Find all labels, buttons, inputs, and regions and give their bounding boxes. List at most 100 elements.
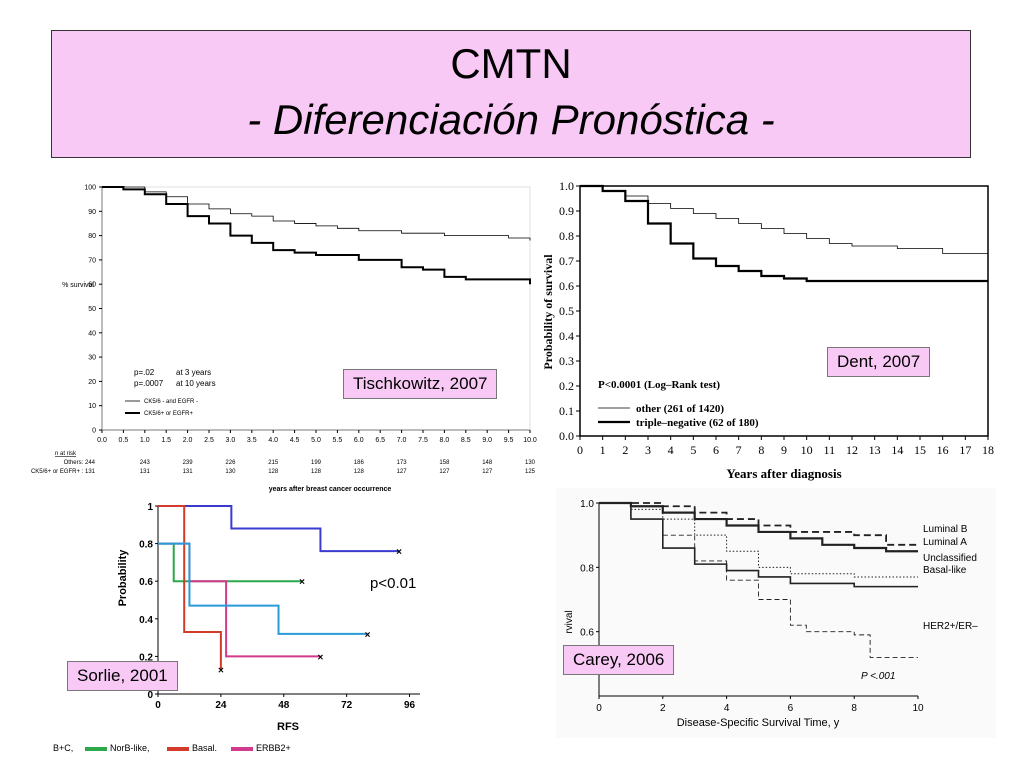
x-tick-label: 6 [713, 443, 719, 457]
survival-curve [158, 505, 222, 670]
y-tick-label: 0.2 [139, 652, 153, 663]
x-tick-label: 1.0 [140, 437, 150, 444]
x-tick-label: 0 [596, 703, 602, 714]
x-tick-label: 5.5 [333, 437, 343, 444]
timepoint-annotation: at 10 years [176, 379, 216, 388]
p-value-annotation: P <.001 [861, 671, 895, 682]
y-axis-label: Probability of survival [541, 254, 555, 370]
x-tick-label: 0 [155, 700, 161, 711]
x-tick-label: 9 [781, 443, 787, 457]
censor-mark: × [299, 577, 305, 588]
x-tick-label: 0.0 [97, 437, 107, 444]
x-tick-label: 10 [801, 443, 813, 457]
x-tick-label: 10 [912, 703, 924, 714]
risk-table-value: 128 [268, 469, 279, 475]
timepoint-annotation: at 3 years [176, 368, 211, 377]
y-tick-label: 0.9 [559, 204, 574, 218]
y-tick-label: 0 [92, 428, 96, 435]
sorlie-chart-svg: 0 0.2 0.4 0.6 0.8 1 0 24 48 72 96 RFS Probability × × ×… [53, 502, 420, 753]
y-tick-label: 0.0 [559, 429, 574, 443]
x-axis-label: Disease-Specific Survival Time, y [677, 717, 840, 729]
x-tick-label: 4 [724, 703, 730, 714]
risk-table-value: 158 [439, 460, 450, 466]
y-tick-label: 50 [88, 306, 96, 313]
carey-chart-svg: 0.6 0.8 1.0 0 2 4 6 8 10 Disease-Specific Surviva… [564, 499, 978, 729]
y-tick-label: 10 [88, 403, 96, 410]
risk-table-value: 215 [268, 460, 279, 466]
x-tick-label: 96 [404, 700, 416, 711]
survival-curve [599, 502, 918, 658]
dent-caption: Dent, 2007 [827, 347, 931, 377]
risk-table-value: 131 [140, 469, 151, 475]
survival-curve [599, 502, 918, 588]
x-tick-label: 2.0 [183, 437, 193, 444]
x-tick-label: 48 [278, 700, 290, 711]
risk-table-value: 243 [140, 460, 151, 466]
x-tick-label: 1 [600, 443, 606, 457]
x-tick-label: 18 [982, 443, 994, 457]
survival-curve [599, 502, 918, 546]
x-tick-label: 8 [758, 443, 764, 457]
y-tick-label: 0.6 [580, 628, 594, 639]
y-tick-label: 1 [147, 502, 153, 513]
x-axis-label: years after breast cancer occurrence [269, 486, 392, 493]
y-tick-label: 0.6 [559, 279, 574, 293]
survival-curve [580, 184, 988, 283]
y-tick-label: 0.7 [559, 254, 574, 268]
x-tick-label: 12 [846, 443, 858, 457]
y-tick-label: 70 [88, 257, 96, 264]
y-tick-label: 1.0 [580, 499, 594, 510]
x-tick-label: 7.0 [397, 437, 407, 444]
x-tick-label: 2 [660, 703, 666, 714]
y-tick-label: 40 [88, 330, 96, 337]
p-value-annotation: p=.0007 [134, 379, 164, 388]
slide-header: CMTN - Diferenciación Pronóstica - [51, 30, 971, 158]
x-tick-label: 2 [622, 443, 628, 457]
p-value-annotation: P<0.0001 (Log–Rank test) [598, 379, 720, 391]
dent-chart-svg: 0.00.10.20.30.40.50.60.70.80.91.00 1 2 3 4 5 6… [541, 179, 994, 481]
y-tick-label: 100 [84, 185, 96, 192]
plot-frame [579, 185, 989, 437]
y-tick-label: 80 [88, 233, 96, 240]
legend-label: triple–negative (62 of 180) [636, 417, 759, 429]
y-tick-label: 20 [88, 379, 96, 386]
legend-label: CK5/6 - and EGFR - [144, 399, 198, 405]
series-label: Basal-like [923, 565, 967, 576]
x-tick-label: 6 [788, 703, 794, 714]
x-tick-label: 6.5 [375, 437, 385, 444]
risk-table-value: 199 [311, 460, 322, 466]
legend-label: ERBB2+ [256, 743, 291, 753]
x-tick-label: 5.0 [311, 437, 321, 444]
series-label: Luminal A [923, 537, 967, 548]
survival-curve [102, 186, 531, 285]
risk-table-value: 125 [525, 469, 536, 475]
y-tick-label: 0 [147, 690, 153, 701]
y-tick-label: 0.2 [559, 379, 574, 393]
risk-table-row-label: CK5/6+ or EGFR+ : 131 [31, 469, 96, 475]
y-axis-label: Probability [117, 549, 129, 607]
x-tick-label: 0 [577, 443, 583, 457]
x-tick-label: 8.5 [461, 437, 471, 444]
y-tick-label: 0.8 [559, 229, 574, 243]
series-label: HER2+/ER– [923, 621, 978, 632]
y-tick-label: 0.8 [139, 540, 153, 551]
y-tick-label: 30 [88, 355, 96, 362]
risk-table-value: 128 [311, 469, 322, 475]
x-tick-label: 5 [690, 443, 696, 457]
x-tick-label: 9.0 [482, 437, 492, 444]
x-axis-label: Years after diagnosis [726, 466, 841, 481]
tischkowitz-chart-svg: 0 10 20 30 40 50 60 70 80 90 100 0.0 0.5 1.0 1.5 2.0 2.5… [31, 185, 537, 494]
sorlie-caption: Sorlie, 2001 [67, 661, 178, 691]
x-tick-label: 13 [869, 443, 881, 457]
y-tick-label: 0.8 [580, 563, 594, 574]
risk-table-value: 130 [225, 469, 236, 475]
risk-table-value: 239 [183, 460, 194, 466]
tischkowitz-caption: Tischkowitz, 2007 [343, 369, 498, 399]
x-tick-label: 7 [736, 443, 742, 457]
x-tick-label: 7.5 [418, 437, 428, 444]
y-tick-label: 0.4 [139, 615, 153, 626]
risk-table-row-label: Others: 244 [64, 460, 96, 466]
survival-curve [599, 501, 918, 553]
censor-mark: × [318, 652, 324, 663]
risk-table-value: 173 [397, 460, 408, 466]
